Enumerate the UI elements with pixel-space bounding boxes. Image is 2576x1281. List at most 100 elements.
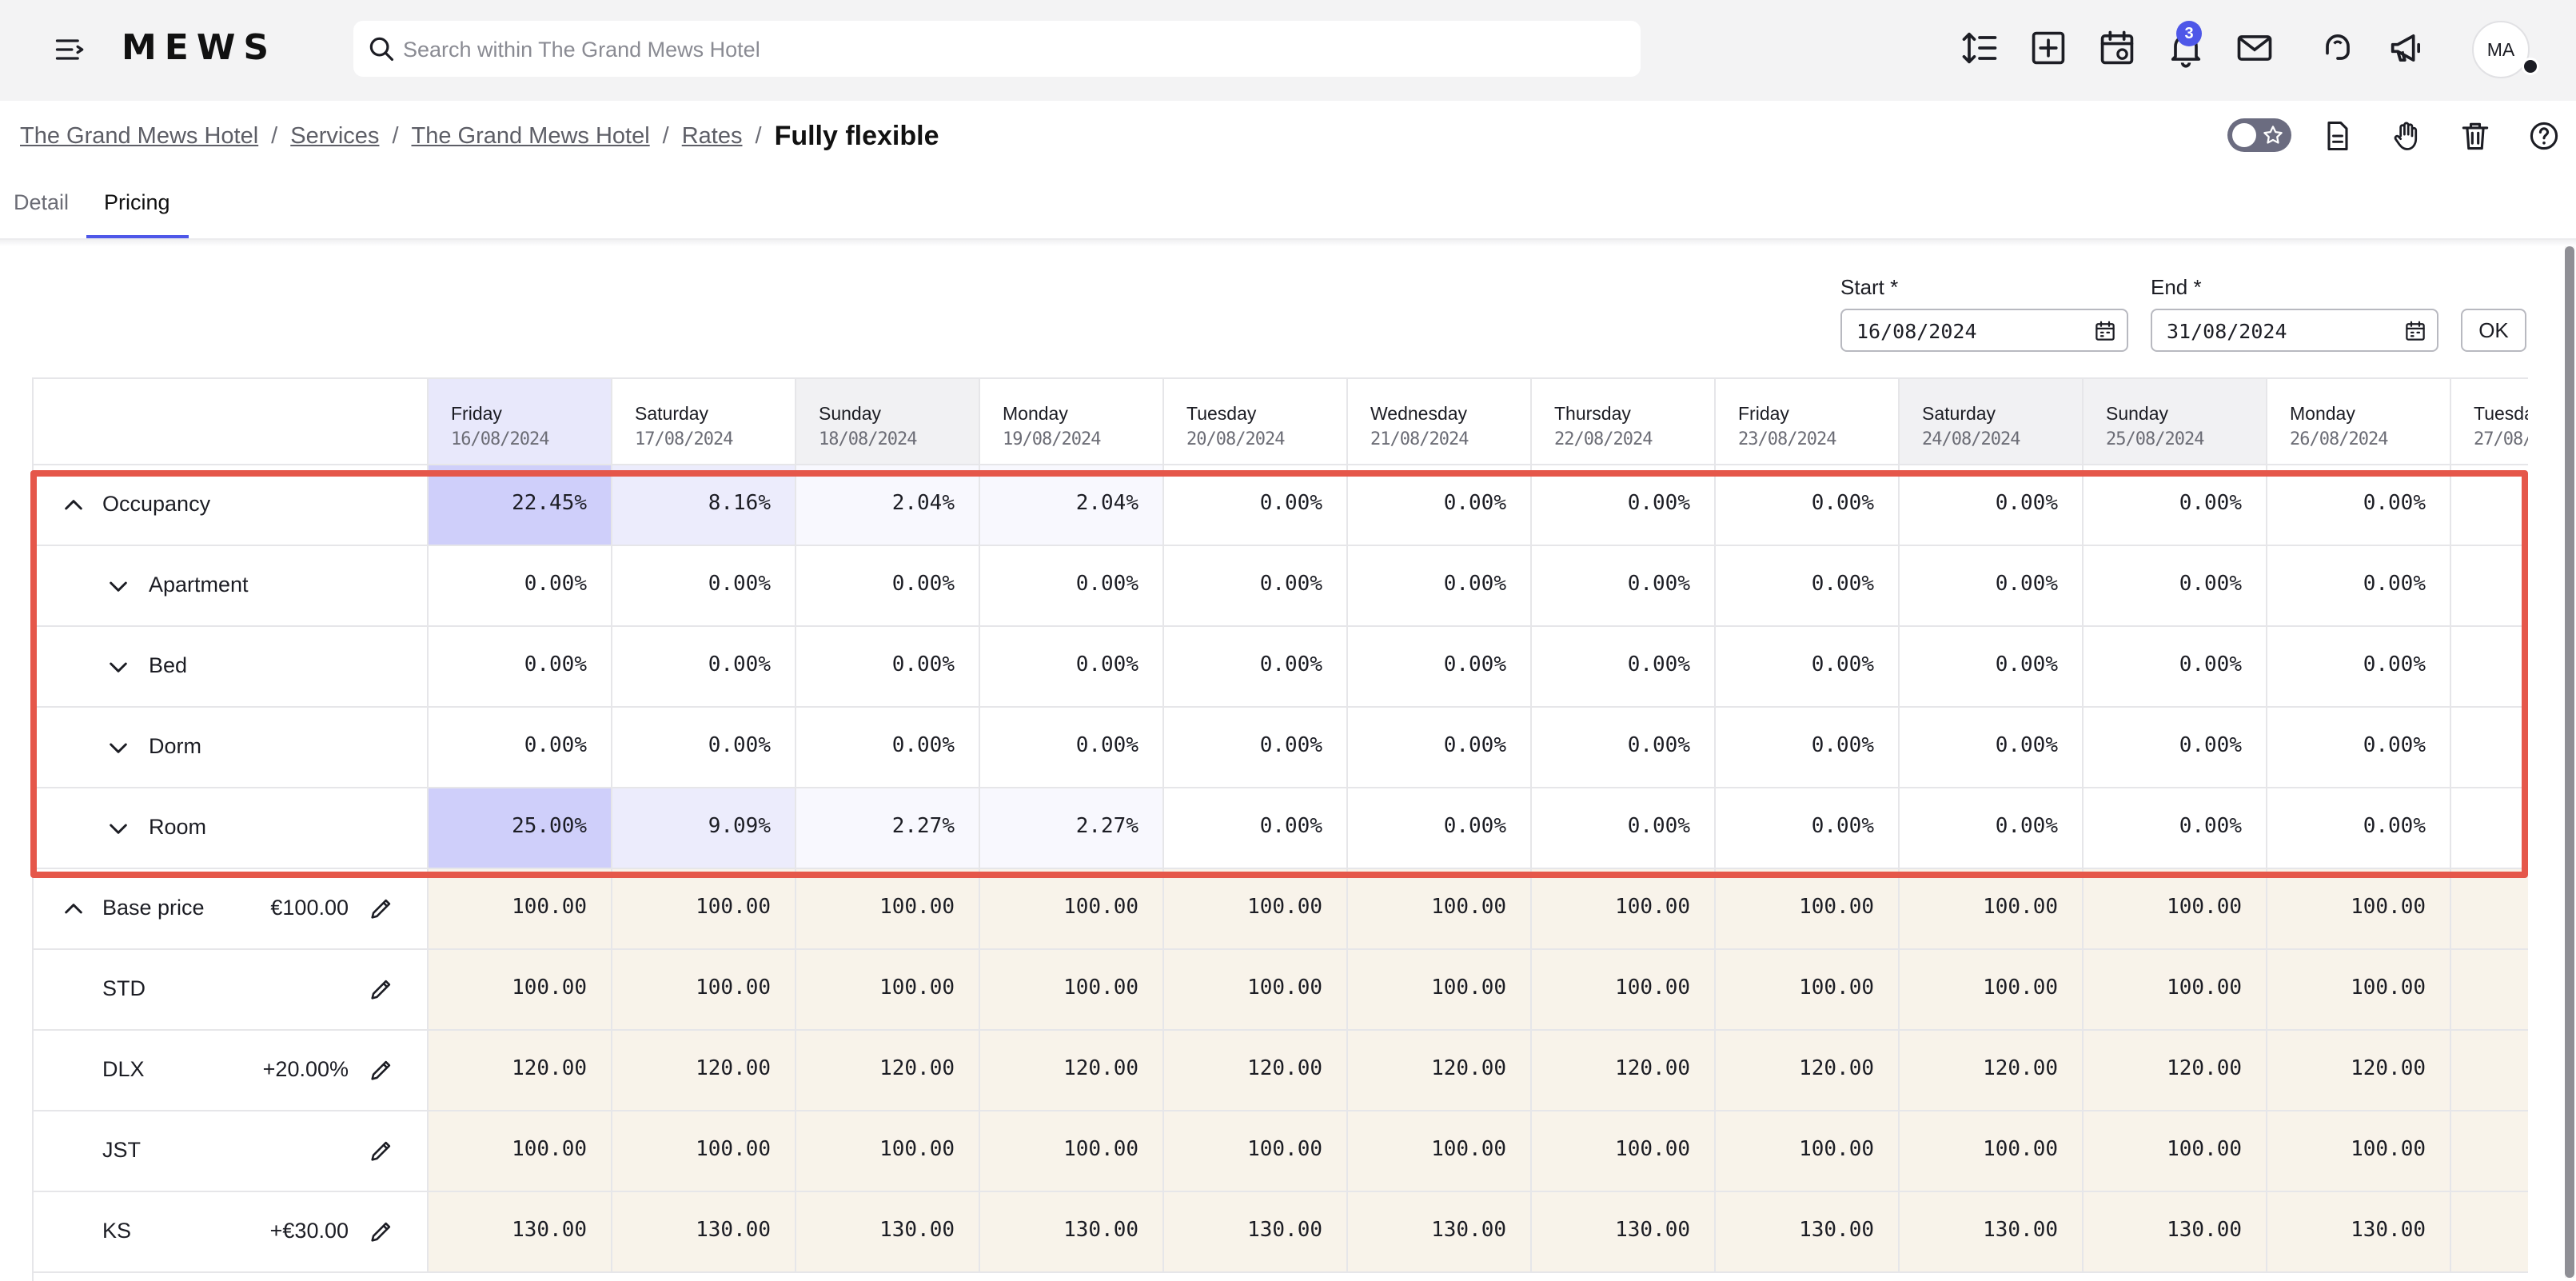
pencil-icon[interactable] (368, 976, 395, 1003)
pencil-icon[interactable] (368, 1218, 395, 1245)
chevron-down-icon[interactable] (106, 654, 131, 680)
start-date-input[interactable] (1855, 317, 2082, 345)
price-cell[interactable]: 100.00 (611, 869, 795, 950)
price-cell[interactable]: 100.00 (1530, 950, 1714, 1031)
price-cell[interactable]: 130.00 (2450, 1192, 2528, 1273)
breadcrumb-link-hotel[interactable]: The Grand Mews Hotel (20, 122, 259, 149)
price-cell[interactable]: 100.00 (2450, 869, 2528, 950)
pencil-icon[interactable] (368, 1056, 395, 1083)
add-icon[interactable] (2028, 27, 2069, 69)
price-cell[interactable]: 120.00 (1714, 1031, 1898, 1111)
price-cell[interactable]: 100.00 (2266, 950, 2450, 1031)
price-cell[interactable]: 100.00 (1898, 1111, 2082, 1192)
price-cell[interactable]: 100.00 (2266, 869, 2450, 950)
pencil-icon[interactable] (368, 895, 395, 922)
chevron-down-icon[interactable] (106, 735, 131, 760)
breadcrumb-link-services[interactable]: Services (290, 122, 380, 149)
price-cell[interactable]: 130.00 (1714, 1192, 1898, 1273)
price-cell[interactable]: 120.00 (795, 1031, 979, 1111)
price-cell[interactable]: 130.00 (1162, 1192, 1346, 1273)
price-cell[interactable]: 100.00 (979, 1111, 1162, 1192)
price-cell[interactable]: 100.00 (611, 950, 795, 1031)
price-cell[interactable]: 130.00 (979, 1192, 1162, 1273)
price-cell[interactable]: 100.00 (795, 1111, 979, 1192)
calendar-icon[interactable] (2093, 319, 2117, 343)
price-cell[interactable]: 100.00 (1162, 1111, 1346, 1192)
price-cell[interactable]: 120.00 (2082, 1031, 2266, 1111)
tab-pricing[interactable]: Pricing (104, 190, 170, 214)
price-cell[interactable]: 120.00 (611, 1031, 795, 1111)
price-cell[interactable]: 100.00 (1530, 1111, 1714, 1192)
price-cell[interactable]: 100.00 (979, 950, 1162, 1031)
price-cell[interactable]: 100.00 (2082, 1111, 2266, 1192)
price-cell[interactable]: 100.00 (2450, 950, 2528, 1031)
end-date-field[interactable] (2151, 309, 2438, 352)
calendar-view-icon[interactable] (2096, 27, 2138, 69)
mews-logo[interactable]: MEWS (122, 27, 277, 68)
price-cell[interactable]: 100.00 (1714, 1111, 1898, 1192)
price-cell[interactable]: 100.00 (2450, 1111, 2528, 1192)
price-cell[interactable]: 120.00 (1162, 1031, 1346, 1111)
price-cell[interactable]: 100.00 (795, 869, 979, 950)
price-cell[interactable]: 100.00 (1530, 869, 1714, 950)
price-cell[interactable]: 120.00 (1530, 1031, 1714, 1111)
price-cell[interactable]: 130.00 (2266, 1192, 2450, 1273)
chevron-down-icon[interactable] (106, 816, 131, 841)
pencil-icon[interactable] (368, 1137, 395, 1164)
price-cell[interactable]: 130.00 (1898, 1192, 2082, 1273)
search-input[interactable] (401, 29, 1620, 70)
end-date-input[interactable] (2165, 317, 2392, 345)
favorite-toggle[interactable] (2227, 118, 2291, 152)
calendar-icon[interactable] (2403, 319, 2427, 343)
price-cell[interactable]: 100.00 (1346, 1111, 1530, 1192)
trash-icon[interactable] (2458, 118, 2493, 154)
mail-icon[interactable] (2234, 27, 2275, 69)
price-cell[interactable]: 130.00 (427, 1192, 611, 1273)
start-date-field[interactable] (1840, 309, 2128, 352)
user-avatar[interactable]: MA (2472, 21, 2530, 78)
price-cell[interactable]: 130.00 (611, 1192, 795, 1273)
price-cell[interactable]: 130.00 (1530, 1192, 1714, 1273)
price-cell[interactable]: 100.00 (1162, 950, 1346, 1031)
breadcrumb-link-rates[interactable]: Rates (681, 122, 743, 149)
price-cell[interactable]: 100.00 (2266, 1111, 2450, 1192)
announcement-icon[interactable] (2386, 27, 2427, 69)
chevron-down-icon[interactable] (106, 573, 131, 599)
help-icon[interactable] (2526, 118, 2562, 154)
price-cell[interactable]: 130.00 (2082, 1192, 2266, 1273)
price-cell[interactable]: 100.00 (1346, 950, 1530, 1031)
price-cell[interactable]: 100.00 (2082, 869, 2266, 950)
tab-detail[interactable]: Detail (14, 190, 70, 214)
support-icon[interactable] (2317, 27, 2359, 69)
price-cell[interactable]: 120.00 (979, 1031, 1162, 1111)
chevron-up-icon[interactable] (61, 896, 86, 922)
scrollbar-thumb[interactable] (2565, 246, 2574, 1278)
ok-button[interactable]: OK (2461, 309, 2526, 352)
price-cell[interactable]: 130.00 (1346, 1192, 1530, 1273)
vertical-scrollbar[interactable] (2565, 246, 2574, 1278)
price-cell[interactable]: 120.00 (1346, 1031, 1530, 1111)
breadcrumb-link-service[interactable]: The Grand Mews Hotel (411, 122, 650, 149)
price-cell[interactable]: 100.00 (1346, 869, 1530, 950)
line-height-icon[interactable] (1959, 27, 2000, 69)
price-cell[interactable]: 100.00 (1898, 869, 2082, 950)
price-cell[interactable]: 120.00 (1898, 1031, 2082, 1111)
price-cell[interactable]: 100.00 (427, 1111, 611, 1192)
price-cell[interactable]: 130.00 (795, 1192, 979, 1273)
price-cell[interactable]: 100.00 (1714, 869, 1898, 950)
menu-icon[interactable] (53, 32, 88, 67)
price-cell[interactable]: 120.00 (427, 1031, 611, 1111)
price-cell[interactable]: 120.00 (2266, 1031, 2450, 1111)
price-cell[interactable]: 100.00 (979, 869, 1162, 950)
price-cell[interactable]: 100.00 (611, 1111, 795, 1192)
price-cell[interactable]: 120.00 (2450, 1031, 2528, 1111)
search-bar[interactable] (353, 21, 1641, 77)
price-cell[interactable]: 100.00 (427, 869, 611, 950)
price-cell[interactable]: 100.00 (1898, 950, 2082, 1031)
chevron-up-icon[interactable] (61, 493, 86, 518)
price-cell[interactable]: 100.00 (1162, 869, 1346, 950)
price-cell[interactable]: 100.00 (2082, 950, 2266, 1031)
hand-icon[interactable] (2389, 118, 2424, 154)
price-cell[interactable]: 100.00 (1714, 950, 1898, 1031)
price-cell[interactable]: 100.00 (427, 950, 611, 1031)
